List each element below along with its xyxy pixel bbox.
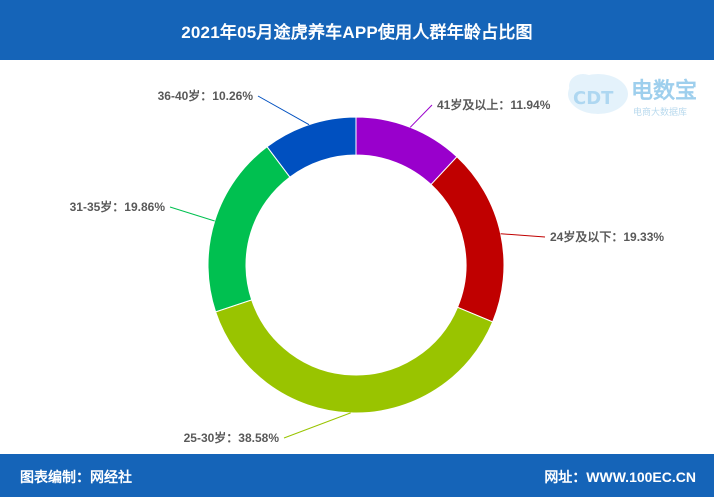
leader-line-31-35 — [169, 206, 215, 222]
watermark-brand-name: 电数宝 — [631, 78, 697, 104]
donut-slice-36-40 — [266, 116, 357, 178]
data-label-31-35: 31-35岁：19.86% — [70, 199, 166, 214]
watermark-brand-sub: 电商大数据库 — [633, 106, 687, 118]
footer-bar: 图表编制：网经社 网址：WWW.100EC.CN — [0, 454, 714, 497]
footer-website: 网址：WWW.100EC.CN — [544, 469, 696, 485]
watermark-logo: CDT 电数宝 电商大数据库 — [568, 74, 697, 118]
data-labels: 41岁及以上：11.94% 24岁及以下：19.33% 25-30岁：38.58% 3… — [70, 88, 665, 445]
donut-slices — [207, 116, 505, 414]
chart-title: 2021年05月途虎养车APP使用人群年龄占比图 — [181, 22, 533, 42]
data-label-25-30: 25-30岁：38.58% — [184, 430, 280, 445]
donut-chart-svg: CDT 电数宝 电商大数据库 41岁及以上：11.94% 24岁及以下：19.33… — [70, 74, 697, 445]
leader-line-41-plus — [409, 104, 433, 128]
donut-chart: CDT 电数宝 电商大数据库 41岁及以上：11.94% 24岁及以下：19.33… — [0, 60, 714, 454]
leader-lines — [169, 95, 546, 439]
footer-source: 图表编制：网经社 — [20, 469, 132, 485]
donut-slice-31-35 — [207, 146, 291, 313]
data-label-24-and-under: 24岁及以下：19.33% — [550, 229, 664, 244]
data-label-41-plus: 41岁及以上：11.94% — [437, 97, 551, 112]
donut-slice-25-30 — [214, 299, 494, 414]
donut-slice-24-and-under — [430, 156, 505, 323]
data-label-36-40: 36-40岁：10.26% — [158, 88, 254, 103]
leader-line-24-and-under — [500, 233, 546, 238]
chart-title-bar: 2021年05月途虎养车APP使用人群年龄占比图 — [0, 0, 714, 60]
leader-line-25-30 — [283, 412, 351, 439]
watermark-logo-text: CDT — [573, 88, 614, 109]
leader-line-36-40 — [257, 95, 310, 126]
